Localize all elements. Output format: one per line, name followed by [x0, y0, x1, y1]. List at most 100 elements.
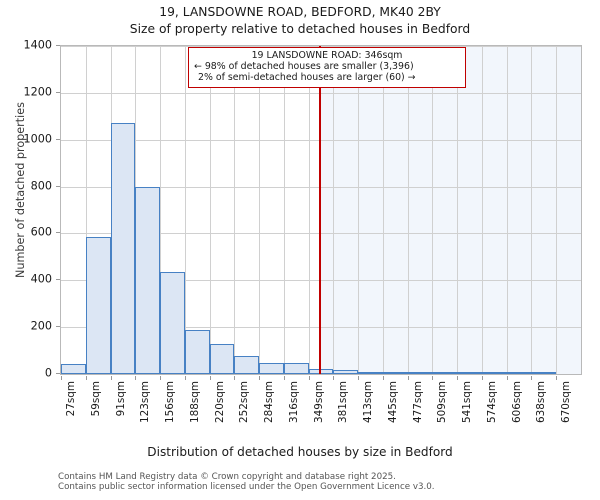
x-tick-label: 381sqm [337, 381, 350, 423]
x-tick-label: 220sqm [213, 381, 226, 423]
histogram-bar [61, 364, 86, 374]
y-tick-mark [56, 91, 60, 93]
annotation-line-1: 19 LANSDOWNE ROAD: 346sqm [251, 50, 403, 61]
gridline-y-1200 [61, 92, 581, 94]
x-tick-mark [135, 376, 137, 380]
footer-line-1: Contains HM Land Registry data © Crown c… [58, 472, 396, 482]
histogram-bar [333, 369, 359, 374]
y-tick-mark [56, 45, 60, 46]
x-tick-label: 284sqm [263, 381, 276, 423]
histogram-bar [85, 236, 111, 374]
x-tick-label: 27sqm [65, 381, 77, 417]
x-tick-mark [432, 376, 434, 380]
x-tick-label: 670sqm [560, 381, 573, 423]
y-tick-label: 200 [30, 319, 52, 333]
x-tick-label: 413sqm [362, 381, 375, 423]
histogram-bar [358, 371, 383, 374]
histogram-bar [308, 369, 334, 374]
x-tick-label: 477sqm [411, 381, 424, 423]
gridline-x-6 [209, 46, 211, 374]
histogram-bar [160, 271, 185, 374]
histogram-bar [259, 363, 284, 374]
gridline-x-5 [184, 46, 186, 374]
y-tick-label: 800 [30, 179, 52, 193]
y-tick-label: 1200 [23, 85, 52, 99]
histogram-bar [531, 371, 557, 374]
x-tick-mark [209, 376, 211, 380]
gridline-y-1000 [61, 139, 581, 141]
gridline-x-19 [531, 46, 533, 374]
y-tick-label: 600 [30, 225, 52, 239]
x-tick-label: 123sqm [139, 381, 152, 423]
gridline-x-16 [457, 46, 459, 374]
gridline-x-15 [432, 46, 434, 374]
gridline-x-9 [283, 46, 285, 374]
y-tick-label: 1400 [23, 38, 52, 52]
chart-title-line2: Size of property relative to detached ho… [129, 22, 471, 36]
histogram-bar [481, 371, 507, 374]
x-tick-label: 509sqm [436, 381, 449, 423]
gridline-x-11 [333, 46, 335, 374]
histogram-bar [407, 371, 433, 374]
x-tick-label: 91sqm [114, 381, 127, 417]
y-tick-mark [56, 232, 60, 234]
y-tick-label: 0 [44, 366, 52, 380]
x-tick-label: 574sqm [485, 381, 498, 423]
gridline-y-1400 [61, 46, 581, 47]
x-tick-label: 445sqm [386, 381, 399, 423]
annotation-line-3: 2% of semi-detached houses are larger (6… [198, 72, 416, 84]
x-tick-mark [85, 376, 87, 380]
gridline-x-4 [160, 46, 162, 374]
gridline-y-800 [61, 186, 581, 188]
y-tick-mark [56, 279, 60, 281]
upper-range-shading [319, 46, 581, 374]
x-tick-mark [184, 376, 186, 380]
gridline-x-12 [358, 46, 360, 374]
x-tick-label: 156sqm [164, 381, 177, 423]
x-tick-mark [160, 376, 162, 380]
x-tick-mark [308, 376, 310, 380]
gridline-x-13 [382, 46, 384, 374]
x-tick-label: 541sqm [461, 381, 474, 423]
histogram-bar [432, 371, 458, 374]
x-tick-label: 252sqm [238, 381, 251, 423]
x-tick-label: 606sqm [510, 381, 523, 423]
y-tick-mark [56, 185, 60, 187]
histogram-bar [135, 186, 161, 374]
gridline-x-1 [85, 46, 87, 374]
property-annotation-box: 19 LANSDOWNE ROAD: 346sqm ← 98% of detac… [188, 47, 466, 88]
y-tick-mark [56, 326, 60, 328]
y-tick-mark [56, 138, 60, 140]
gridline-x-7 [234, 46, 236, 374]
x-tick-mark [457, 376, 459, 380]
x-tick-label: 349sqm [312, 381, 325, 423]
gridline-x-14 [407, 46, 409, 374]
y-tick-label: 400 [30, 272, 52, 286]
histogram-bar [457, 371, 482, 374]
gridline-x-18 [506, 46, 508, 374]
x-tick-mark [481, 376, 483, 380]
x-axis-title: Distribution of detached houses by size … [147, 445, 453, 459]
property-marker-line [319, 46, 321, 374]
footer-line-2: Contains public sector information licen… [58, 482, 435, 493]
histogram-bar [209, 343, 235, 374]
x-tick-label: 316sqm [287, 381, 300, 423]
x-tick-mark [333, 376, 335, 380]
gridline-y-200 [61, 327, 581, 329]
gridline-x-8 [259, 46, 261, 374]
histogram-bars [61, 46, 581, 374]
x-tick-mark [407, 376, 409, 380]
chart-title-line1: 19, LANSDOWNE ROAD, BEDFORD, MK40 2BY [159, 5, 441, 19]
gridline-y-600 [61, 233, 581, 235]
x-tick-label: 638sqm [535, 381, 548, 423]
y-tick-label: 1000 [23, 132, 52, 146]
x-tick-label: 188sqm [188, 381, 201, 423]
histogram-bar [382, 371, 408, 374]
annotation-line-2: ← 98% of detached houses are smaller (3,… [194, 61, 414, 73]
x-tick-mark [382, 376, 384, 380]
x-tick-mark [283, 376, 285, 380]
gridline-x-20 [556, 46, 558, 374]
